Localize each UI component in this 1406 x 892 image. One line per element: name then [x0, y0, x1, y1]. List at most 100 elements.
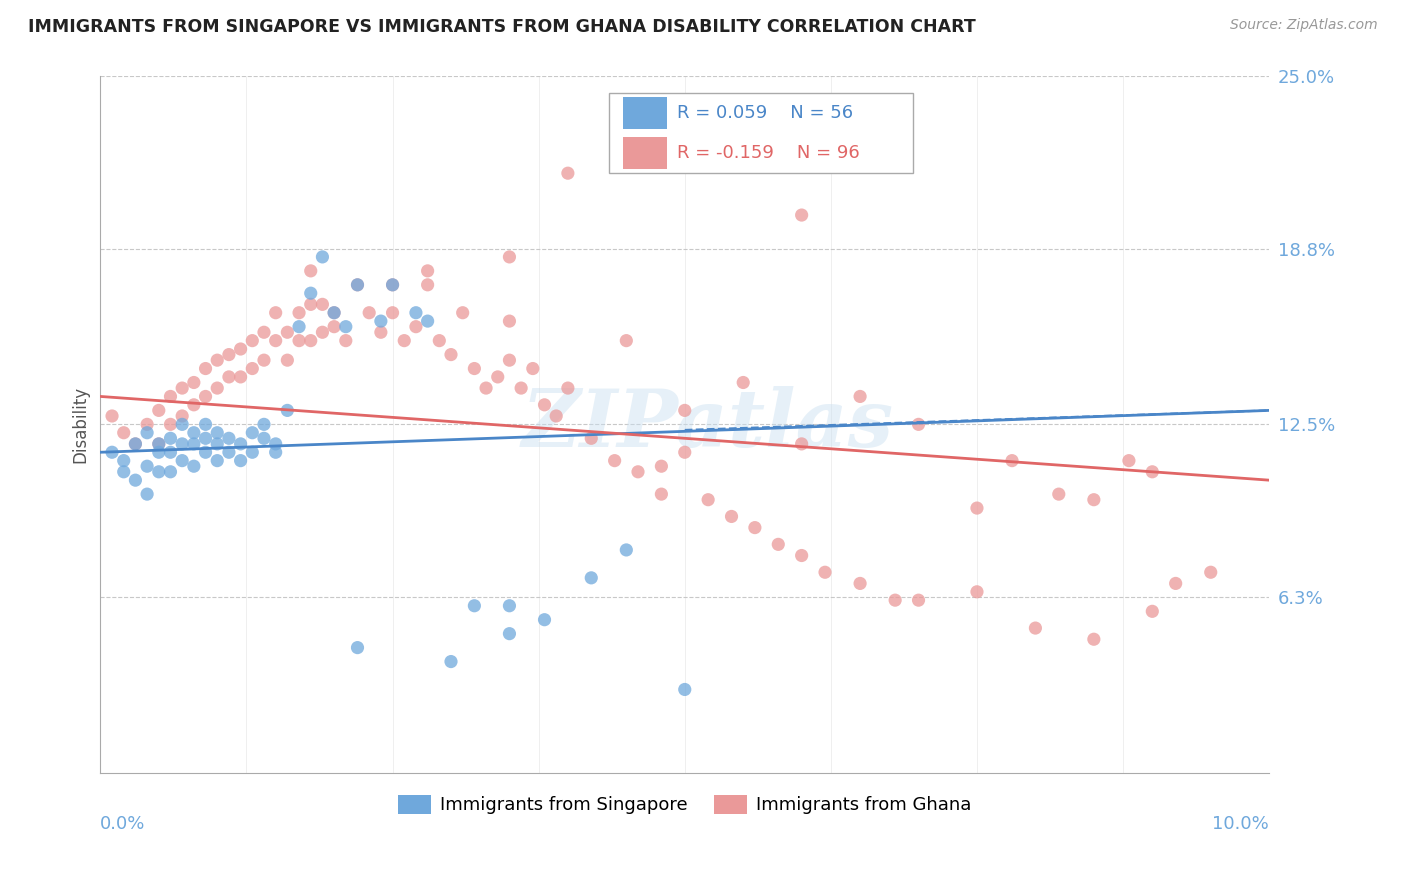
Point — [884, 593, 907, 607]
Point — [346, 277, 368, 292]
Point — [510, 381, 533, 395]
Point — [194, 445, 217, 459]
Point — [346, 640, 368, 655]
Point — [207, 353, 229, 368]
Point — [136, 417, 159, 432]
Point — [148, 445, 170, 459]
Point — [370, 325, 392, 339]
Point — [207, 425, 229, 440]
Text: Source: ZipAtlas.com: Source: ZipAtlas.com — [1230, 18, 1378, 32]
Point — [240, 334, 263, 348]
Point — [533, 613, 555, 627]
Point — [627, 465, 650, 479]
Point — [183, 437, 205, 451]
Point — [240, 445, 263, 459]
Point — [288, 306, 311, 320]
Text: ZIPatlas: ZIPatlas — [522, 385, 894, 463]
Point — [172, 437, 194, 451]
Point — [966, 501, 988, 516]
Point — [346, 277, 368, 292]
Point — [603, 453, 626, 467]
Point — [299, 264, 322, 278]
Point — [463, 361, 485, 376]
Point — [159, 465, 181, 479]
Point — [240, 361, 263, 376]
Point — [498, 314, 520, 328]
Point — [148, 403, 170, 417]
Point — [790, 208, 813, 222]
Point — [276, 325, 298, 339]
Point — [136, 459, 159, 474]
Point — [136, 487, 159, 501]
Point — [112, 425, 135, 440]
Point — [614, 543, 637, 558]
Point — [744, 520, 766, 534]
Point — [148, 465, 170, 479]
Point — [1164, 576, 1187, 591]
Point — [323, 319, 346, 334]
Point — [253, 417, 276, 432]
Point — [299, 286, 322, 301]
Text: 10.0%: 10.0% — [1212, 815, 1270, 833]
Point — [335, 334, 357, 348]
Point — [323, 306, 346, 320]
Point — [849, 389, 872, 403]
Point — [486, 370, 509, 384]
Point — [124, 437, 146, 451]
Point — [405, 319, 427, 334]
Point — [229, 453, 252, 467]
Point — [405, 306, 427, 320]
Point — [557, 381, 579, 395]
Point — [183, 425, 205, 440]
Point — [264, 445, 287, 459]
Point — [370, 314, 392, 328]
Point — [299, 297, 322, 311]
Point — [101, 445, 124, 459]
Point — [416, 277, 439, 292]
Point — [533, 398, 555, 412]
Point — [557, 166, 579, 180]
Point — [323, 306, 346, 320]
Point — [416, 314, 439, 328]
Point — [218, 431, 240, 445]
Y-axis label: Disability: Disability — [72, 386, 89, 463]
Point — [101, 409, 124, 423]
Point — [253, 431, 276, 445]
Point — [427, 334, 450, 348]
Point — [207, 437, 229, 451]
Point — [218, 445, 240, 459]
Point — [440, 655, 463, 669]
Point — [650, 487, 672, 501]
Legend: Immigrants from Singapore, Immigrants from Ghana: Immigrants from Singapore, Immigrants fr… — [398, 795, 972, 814]
Point — [814, 566, 837, 580]
Point — [288, 319, 311, 334]
Point — [720, 509, 742, 524]
Point — [1142, 465, 1164, 479]
Point — [148, 437, 170, 451]
Point — [673, 445, 696, 459]
Point — [276, 403, 298, 417]
Point — [194, 417, 217, 432]
Point — [159, 389, 181, 403]
Point — [790, 437, 813, 451]
Point — [172, 409, 194, 423]
Point — [172, 417, 194, 432]
Point — [451, 306, 474, 320]
Point — [1083, 632, 1105, 647]
FancyBboxPatch shape — [623, 97, 668, 128]
Point — [359, 306, 381, 320]
Point — [264, 334, 287, 348]
Point — [311, 297, 333, 311]
Point — [112, 465, 135, 479]
Point — [148, 437, 170, 451]
Point — [546, 409, 568, 423]
Point — [194, 361, 217, 376]
Point — [581, 431, 603, 445]
Point — [218, 370, 240, 384]
Point — [183, 459, 205, 474]
Point — [1142, 604, 1164, 618]
Point — [112, 453, 135, 467]
Point — [253, 325, 276, 339]
Point — [311, 325, 333, 339]
Point — [1118, 453, 1140, 467]
